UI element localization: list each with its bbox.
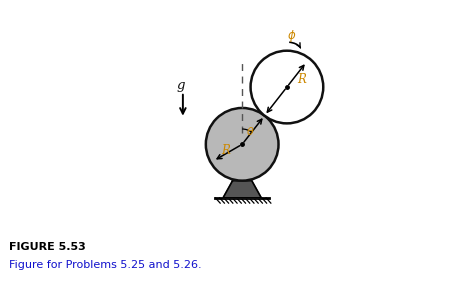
Text: $\theta$: $\theta$ [246,125,255,137]
Text: g: g [176,79,185,92]
Text: FIGURE 5.53: FIGURE 5.53 [9,242,86,252]
Text: Figure for Problems 5.25 and 5.26.: Figure for Problems 5.25 and 5.26. [9,261,202,270]
Text: $\phi$: $\phi$ [288,28,297,44]
Circle shape [251,51,323,124]
Polygon shape [223,181,261,198]
Circle shape [206,108,279,181]
Text: R: R [221,144,230,157]
Text: R: R [298,73,306,86]
